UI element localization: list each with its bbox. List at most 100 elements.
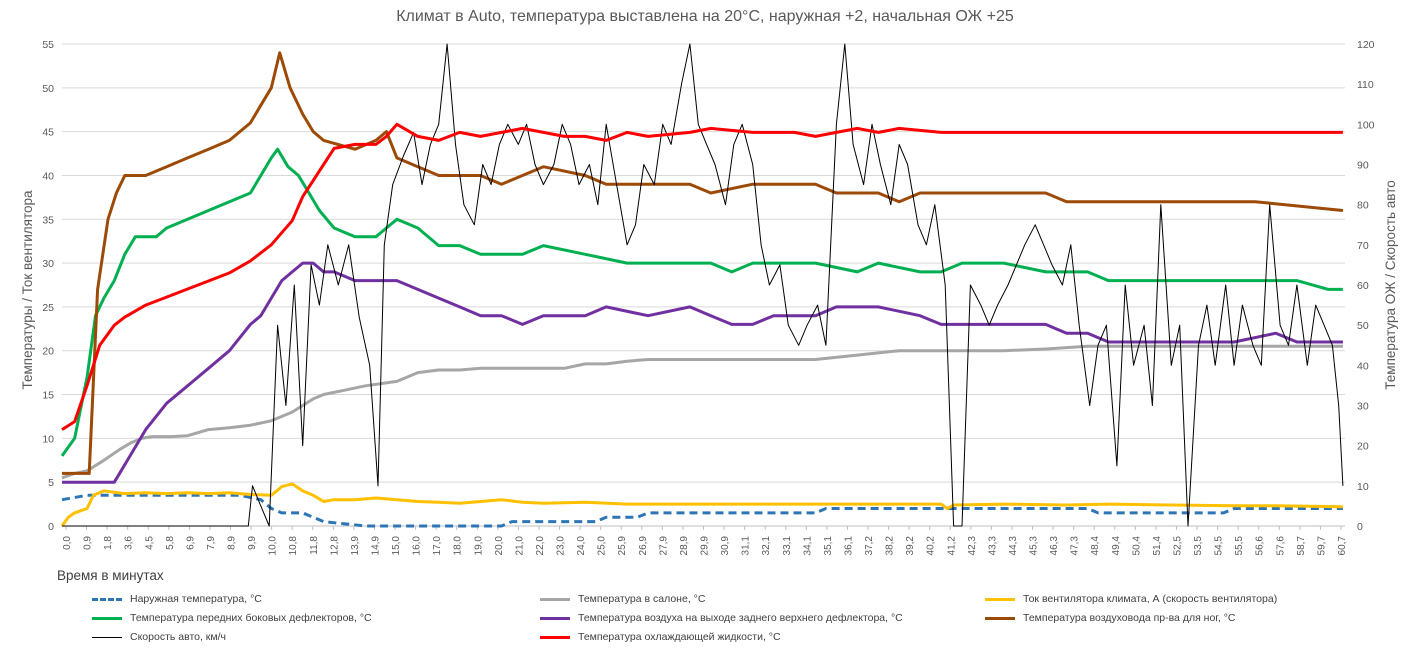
y-right-tick-label: 30 xyxy=(1357,401,1369,413)
legend-item: Температура охлаждающей жидкости, °С xyxy=(540,631,781,643)
y-right-tick-label: 90 xyxy=(1357,160,1369,172)
legend-item: Температура воздуховода пр-ва для ног, °… xyxy=(985,612,1235,624)
x-axis-ticks: 0,0 0,9 1,8 3,6 4,5 5,8 6,9 7,9 8,9 9,9 10,0 10,8 11… xyxy=(62,526,1348,555)
y-right-tick-label: 0 xyxy=(1357,521,1363,533)
legend-swatch xyxy=(92,616,122,620)
legend-swatch xyxy=(540,616,570,620)
y-right-tick-label: 70 xyxy=(1357,240,1369,252)
x-tick-label: 25,9 xyxy=(617,536,628,556)
y-left-tick-label: 10 xyxy=(42,433,54,445)
x-tick-label: 30,9 xyxy=(720,536,731,556)
x-tick-label: 47,3 xyxy=(1070,536,1081,556)
x-tick-label: 15,0 xyxy=(391,536,402,556)
x-tick-label: 45,3 xyxy=(1029,536,1040,556)
legend-item: Скорость авто, км/ч xyxy=(92,631,226,643)
x-tick-label: 58,7 xyxy=(1296,536,1307,556)
y-right-tick-label: 60 xyxy=(1357,280,1369,292)
gridlines xyxy=(62,43,1345,527)
x-tick-label: 29,9 xyxy=(700,536,711,556)
x-tick-label: 56,6 xyxy=(1255,536,1266,556)
series-line-7 xyxy=(61,122,1343,431)
legend-label: Температура воздуха на выходе заднего ве… xyxy=(578,612,903,625)
x-tick-label: 0,0 xyxy=(62,536,73,550)
x-tick-label: 38,2 xyxy=(885,536,896,556)
series-line-1 xyxy=(61,344,1343,480)
y-left-tick-label: 50 xyxy=(42,83,54,95)
x-tick-label: 23,0 xyxy=(556,536,567,556)
series-line-5 xyxy=(62,51,1344,475)
x-tick-label: 37,2 xyxy=(864,536,875,556)
y-left-tick-label: 45 xyxy=(42,127,54,139)
x-tick-label: 35,1 xyxy=(823,536,834,556)
series-line-0 xyxy=(61,493,1343,528)
x-tick-label: 52,5 xyxy=(1172,536,1183,556)
y-axis-left-label: Температуры / Ток вентилятора xyxy=(20,190,35,390)
x-tick-label: 19,0 xyxy=(473,536,484,556)
x-tick-label: 32,1 xyxy=(761,536,772,556)
legend-item: Наружная температура, °С xyxy=(92,593,262,605)
x-tick-label: 50,4 xyxy=(1131,536,1142,556)
y-right-tick-label: 110 xyxy=(1357,79,1374,91)
x-tick-label: 13,9 xyxy=(350,536,361,556)
y-right-tick-label: 20 xyxy=(1357,441,1369,453)
y-left-tick-label: 35 xyxy=(42,214,54,226)
x-tick-label: 17,0 xyxy=(432,536,443,556)
x-tick-label: 14,9 xyxy=(370,536,381,556)
x-tick-label: 22,0 xyxy=(535,536,546,556)
y-axis-right-ticks: 0 10 20 30 40 50 60 70 80 90 100 110 120 xyxy=(1357,39,1375,533)
series-line-4 xyxy=(62,261,1343,484)
x-tick-label: 41,2 xyxy=(946,536,957,556)
x-tick-label: 55,5 xyxy=(1234,536,1245,556)
x-tick-label: 42,3 xyxy=(967,536,978,556)
legend-swatch xyxy=(92,597,122,601)
x-tick-label: 33,1 xyxy=(782,536,793,556)
x-tick-label: 9,9 xyxy=(247,536,258,550)
x-tick-label: 60,7 xyxy=(1337,536,1348,556)
x-tick-label: 54,5 xyxy=(1214,536,1225,556)
legend-item: Температура передних боковых дефлекторов… xyxy=(92,612,372,624)
x-axis-label: Время в минутах xyxy=(57,568,164,583)
x-tick-label: 6,9 xyxy=(185,536,196,550)
x-tick-label: 40,2 xyxy=(926,536,937,556)
x-tick-label: 10,0 xyxy=(268,536,279,556)
y-left-tick-label: 20 xyxy=(42,346,54,358)
legend-label: Скорость авто, км/ч xyxy=(130,631,227,644)
x-tick-label: 27,9 xyxy=(658,536,669,556)
x-tick-label: 51,4 xyxy=(1152,536,1163,556)
legend-swatch xyxy=(985,616,1015,620)
x-tick-label: 21,0 xyxy=(514,536,525,556)
legend-swatch xyxy=(92,636,122,638)
legend-swatch xyxy=(540,597,570,601)
legend-label: Температура в салоне, °С xyxy=(578,593,706,606)
series-line-3 xyxy=(60,147,1343,457)
y-right-tick-label: 120 xyxy=(1357,39,1375,51)
x-tick-label: 39,2 xyxy=(905,536,916,556)
y-right-tick-label: 10 xyxy=(1357,481,1369,493)
legend-item: Ток вентилятора климата, А (скорость вен… xyxy=(985,593,1277,605)
y-left-tick-label: 55 xyxy=(42,39,54,51)
x-tick-label: 46,3 xyxy=(1049,536,1060,556)
x-tick-label: 0,9 xyxy=(83,536,94,550)
x-tick-label: 28,9 xyxy=(679,536,690,556)
series-line-2 xyxy=(60,482,1343,527)
legend-label: Ток вентилятора климата, А (скорость вен… xyxy=(1023,593,1278,606)
x-tick-label: 43,3 xyxy=(987,536,998,556)
x-tick-label: 59,7 xyxy=(1316,536,1327,556)
x-tick-label: 18,0 xyxy=(453,536,464,556)
x-tick-label: 4,5 xyxy=(144,536,155,550)
y-axis-right-label: Температура ОЖ / Скорость авто xyxy=(1383,180,1398,389)
x-tick-label: 36,1 xyxy=(843,536,854,556)
legend-item: Температура в салоне, °С xyxy=(540,593,705,605)
series-line-6 xyxy=(62,43,1344,527)
x-tick-label: 20,0 xyxy=(494,536,505,556)
x-tick-label: 49,4 xyxy=(1111,536,1122,556)
y-right-tick-label: 50 xyxy=(1357,320,1369,332)
y-left-tick-label: 15 xyxy=(42,390,54,402)
x-tick-label: 10,8 xyxy=(288,536,299,556)
x-tick-label: 11,8 xyxy=(309,536,320,555)
y-right-tick-label: 100 xyxy=(1357,119,1375,131)
series-lines xyxy=(60,43,1344,528)
x-tick-label: 1,8 xyxy=(103,536,114,550)
chart-title: Климат в Auto, температура выставлена на… xyxy=(396,8,1014,25)
legend-swatch xyxy=(985,597,1015,601)
